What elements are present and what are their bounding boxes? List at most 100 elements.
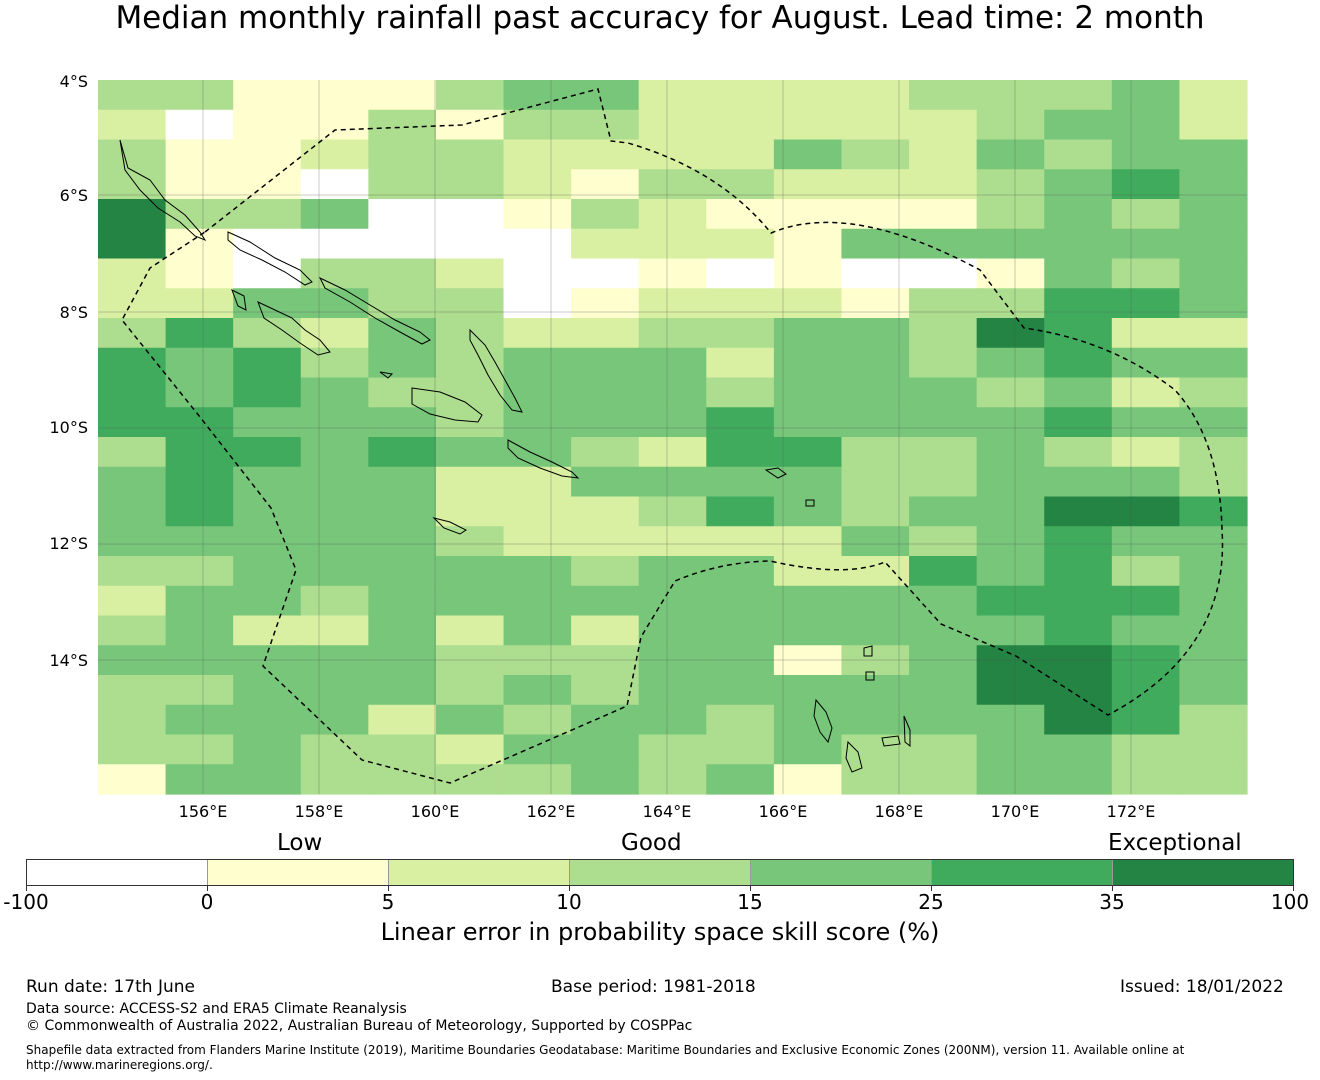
- lon-label-168e: 168°E: [874, 802, 924, 821]
- lat-label-10s: 10°S: [49, 418, 88, 437]
- colorbar-tick-mark: [931, 886, 932, 891]
- grid-cell: [841, 526, 910, 557]
- grid-cell: [435, 288, 505, 319]
- grid-cell: [909, 437, 978, 468]
- grid-cell: [503, 80, 572, 111]
- grid-cell: [638, 80, 707, 111]
- grid-cell: [165, 377, 234, 408]
- grid-cell: [976, 764, 1045, 795]
- grid-cell: [1111, 347, 1181, 379]
- grid-cell: [841, 437, 910, 468]
- graticule: [98, 80, 1247, 794]
- grid-cell: [233, 496, 302, 527]
- grid-cell: [841, 169, 910, 200]
- grid-cell: [503, 288, 572, 319]
- grid-cell: [368, 407, 437, 438]
- grid-cell: [976, 228, 1045, 260]
- grid-cell: [300, 258, 369, 289]
- grid-cell: [841, 764, 910, 795]
- grid-cell: [571, 704, 640, 736]
- coastlines: [119, 139, 911, 773]
- grid-cell: [435, 764, 505, 795]
- grid-cell: [773, 704, 843, 736]
- grid-cell: [638, 109, 707, 141]
- grid-cell: [435, 734, 505, 765]
- grid-cell: [435, 496, 505, 527]
- grid-cell: [165, 466, 234, 498]
- grid-cell: [503, 526, 572, 557]
- grid-cell: [976, 347, 1045, 379]
- grid-cell: [165, 675, 234, 706]
- grid-cell: [233, 288, 302, 319]
- grid-cell: [773, 734, 843, 765]
- grid-cell: [976, 318, 1045, 349]
- grid-cell: [98, 496, 167, 527]
- coastline-santa-cruz: [764, 467, 787, 479]
- grid-cell: [300, 734, 369, 765]
- grid-cell: [706, 645, 775, 676]
- grid-cell: [706, 585, 775, 617]
- grid-cell: [435, 615, 505, 646]
- grid-cell: [435, 407, 505, 438]
- grid-cell: [976, 199, 1045, 230]
- grid-cell: [1111, 258, 1181, 289]
- grid-cell: [841, 585, 910, 617]
- grid-cell: [435, 377, 505, 408]
- grid-cell: [98, 704, 167, 736]
- grid-cell: [571, 675, 640, 706]
- grid-cell: [638, 556, 707, 587]
- grid-cell: [638, 258, 707, 289]
- grid-cell: [773, 80, 843, 111]
- grid-cell: [1179, 139, 1248, 170]
- grid-cell: [976, 645, 1045, 676]
- grid-cell: [300, 704, 369, 736]
- grid-cell: [1111, 615, 1181, 646]
- grid-cell: [368, 704, 437, 736]
- colorbar-tick-mark: [1112, 886, 1113, 891]
- grid-cell: [1044, 496, 1113, 527]
- grid-cell: [368, 288, 437, 319]
- base-period: Base period: 1981-2018: [551, 977, 756, 997]
- grid-cell: [773, 109, 843, 141]
- grid-cell: [503, 109, 572, 141]
- grid-cell: [976, 407, 1045, 438]
- grid-cell: [300, 139, 369, 170]
- grid-cell: [1111, 288, 1181, 319]
- coastline-shortland: [231, 288, 247, 311]
- grid-cell: [368, 139, 437, 170]
- grid-cell: [98, 437, 167, 468]
- grid-cell: [638, 377, 707, 408]
- grid-cell: [165, 496, 234, 527]
- grid-cell: [571, 377, 640, 408]
- grid-cell: [841, 496, 910, 527]
- grid-cell: [638, 585, 707, 617]
- skill-grid: [98, 80, 1248, 795]
- grid-cell: [1179, 466, 1248, 498]
- grid-cell: [1179, 377, 1248, 408]
- grid-cell: [638, 228, 707, 260]
- colorbar-segment-3: [389, 860, 570, 885]
- colorbar-tick-label: 100: [1270, 890, 1310, 914]
- grid-cell: [1111, 704, 1181, 736]
- grid-cell: [1111, 675, 1181, 706]
- grid-cell: [976, 258, 1045, 289]
- grid-cell: [233, 318, 302, 349]
- grid-cell: [503, 318, 572, 349]
- grid-cell: [1111, 466, 1181, 498]
- grid-cell: [435, 556, 505, 587]
- grid-cell: [638, 169, 707, 200]
- grid-cell: [841, 377, 910, 408]
- grid-cell: [976, 139, 1045, 170]
- grid-cell: [706, 407, 775, 438]
- grid-cell: [1111, 764, 1181, 795]
- eez-boundary: [121, 88, 1224, 784]
- grid-cell: [638, 466, 707, 498]
- lon-label-160e: 160°E: [410, 802, 460, 821]
- grid-cell: [706, 228, 775, 260]
- grid-cell: [300, 437, 369, 468]
- grid-cell: [1044, 437, 1113, 468]
- grid-cell: [909, 288, 978, 319]
- grid-cell: [300, 288, 369, 319]
- colorbar-tick-mark: [750, 886, 751, 891]
- coastline-ambae: [881, 735, 901, 747]
